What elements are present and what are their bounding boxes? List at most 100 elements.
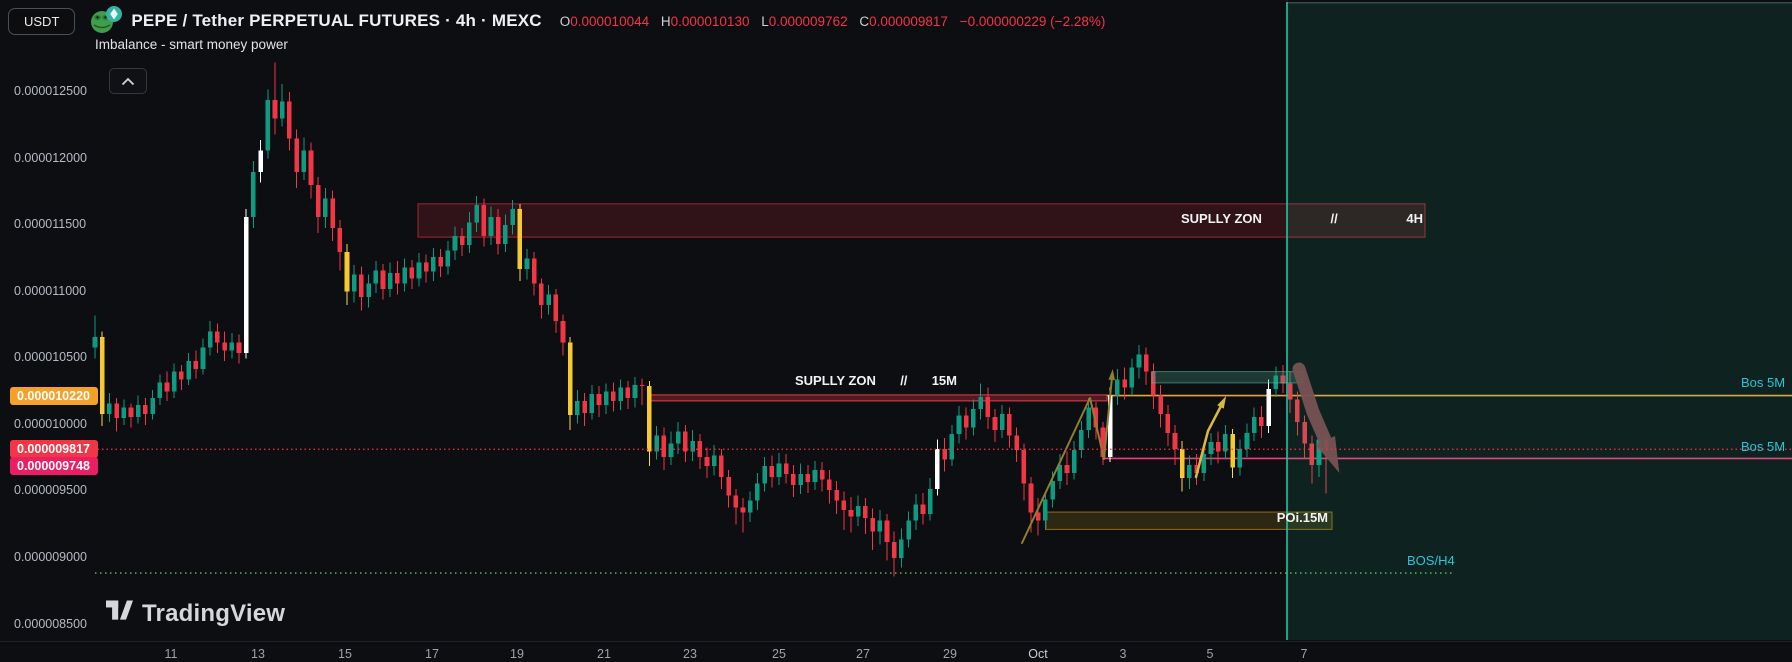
candle: [294, 138, 299, 172]
candle: [1122, 379, 1127, 388]
candle: [380, 270, 386, 290]
candle: [949, 434, 955, 460]
supply-zone-15m-label[interactable]: SUPLLY ZON // 15M: [795, 373, 957, 388]
candle: [215, 331, 220, 343]
candle: [625, 387, 631, 399]
candle: [1316, 439, 1322, 465]
candle: [884, 520, 890, 543]
supply-zone-4h-label[interactable]: SUPLLY ZON // 4H: [1181, 211, 1423, 226]
time-axis-label: 21: [597, 647, 611, 661]
candle: [1014, 435, 1019, 451]
candle: [978, 396, 983, 409]
session-highlight-top-edge: [1287, 2, 1792, 4]
candle: [330, 198, 335, 228]
candle: [150, 398, 155, 415]
candle: [1172, 432, 1178, 449]
bullish-impulse-arrow[interactable]: [1194, 396, 1227, 479]
high-value: 0.000010130: [670, 13, 750, 29]
candle: [582, 400, 587, 413]
candle: [546, 294, 551, 306]
candle: [942, 448, 947, 460]
candle: [1057, 464, 1063, 481]
candle: [445, 250, 451, 267]
candle: [315, 185, 321, 218]
candle: [719, 455, 724, 477]
candle: [531, 258, 537, 284]
candle: [863, 506, 868, 519]
symbol-title[interactable]: PEPE / Tether PERPETUAL FUTURES · 4h · M…: [131, 11, 542, 30]
candle: [1093, 407, 1099, 428]
price-axis-label: 0.000010500: [14, 350, 87, 365]
price-badge: 0.000010220: [10, 386, 98, 405]
candle: [337, 227, 343, 252]
low-value: 0.000009762: [768, 13, 848, 29]
candle: [827, 479, 832, 491]
candle: [1035, 512, 1041, 521]
price-axis-label: 0.000011000: [14, 283, 87, 298]
price-axis[interactable]: 0.000012500 0.000012000 0.000011500 0.00001…: [0, 0, 110, 640]
candle: [431, 257, 436, 272]
candle: [323, 198, 328, 218]
close-value: 0.000009817: [869, 13, 948, 29]
candle: [834, 490, 839, 501]
candle: [272, 99, 278, 119]
candle: [179, 371, 184, 380]
price-axis-label: 0.000009000: [14, 550, 87, 564]
candle: [927, 488, 933, 515]
minor-supply-box[interactable]: [1151, 371, 1304, 384]
bullish-zigzag-arrow[interactable]: [1021, 369, 1115, 544]
poi-zone-label[interactable]: POi.15M: [1246, 510, 1328, 525]
bos-h4-label[interactable]: BOS/H4: [1407, 553, 1455, 568]
bos-5m-upper-label[interactable]: Bos 5M: [1741, 375, 1786, 390]
chart-header: USDT PEPE / Tether PERPETUAL FUTURES · 4…: [8, 6, 1105, 36]
price-axis-label: 0.000012500: [14, 84, 87, 98]
time-axis-label: 25: [772, 647, 786, 661]
candle: [956, 415, 962, 435]
candle: [747, 500, 753, 513]
candle: [675, 431, 681, 444]
candle: [963, 415, 969, 428]
candle: [164, 382, 170, 392]
candle: [848, 510, 854, 517]
candle: [855, 506, 861, 517]
candle: [135, 404, 141, 417]
price-axis-label: 0.000008500: [14, 616, 87, 631]
candle: [1309, 443, 1315, 465]
candle: [992, 416, 998, 431]
supply-zone-4h[interactable]: [417, 203, 1426, 238]
indicator-label[interactable]: Imbalance - smart money power: [95, 37, 288, 52]
candle: [1028, 483, 1034, 513]
candle: [560, 321, 566, 343]
tradingview-watermark[interactable]: TradingView: [106, 597, 285, 631]
candle: [114, 403, 119, 419]
candle: [740, 507, 746, 513]
candle: [1143, 354, 1149, 372]
candle: [899, 539, 904, 558]
candle: [1201, 454, 1207, 473]
candle: [690, 440, 695, 452]
collapse-indicator-button[interactable]: [109, 68, 147, 94]
supply-zone-15m[interactable]: [647, 394, 1108, 402]
session-highlight-region: [1287, 2, 1792, 640]
candle: [661, 435, 667, 457]
candle: [812, 470, 818, 483]
price-badge: 0.000009748: [10, 457, 98, 475]
candle: [517, 209, 523, 270]
candle: [1107, 395, 1113, 457]
bos-5m-lower-label[interactable]: Bos 5M: [1741, 439, 1786, 454]
candle: [510, 209, 515, 226]
candle: [603, 391, 609, 405]
candle: [1100, 427, 1106, 457]
tradingview-logo-icon: [106, 597, 133, 631]
time-axis[interactable]: 11 13 15 17 19 21 23 25 27 29 Oct 3 5 7: [0, 641, 1792, 662]
currency-selector[interactable]: USDT: [8, 7, 76, 35]
candle: [1021, 450, 1027, 484]
bearish-projection-arrow[interactable]: [1292, 362, 1340, 473]
candle: [567, 342, 573, 415]
poi-zone-text: POi.15M: [1276, 510, 1328, 525]
candle: [639, 384, 645, 387]
candle: [539, 283, 544, 306]
poi-zone[interactable]: [1045, 511, 1333, 530]
candle: [236, 342, 242, 353]
